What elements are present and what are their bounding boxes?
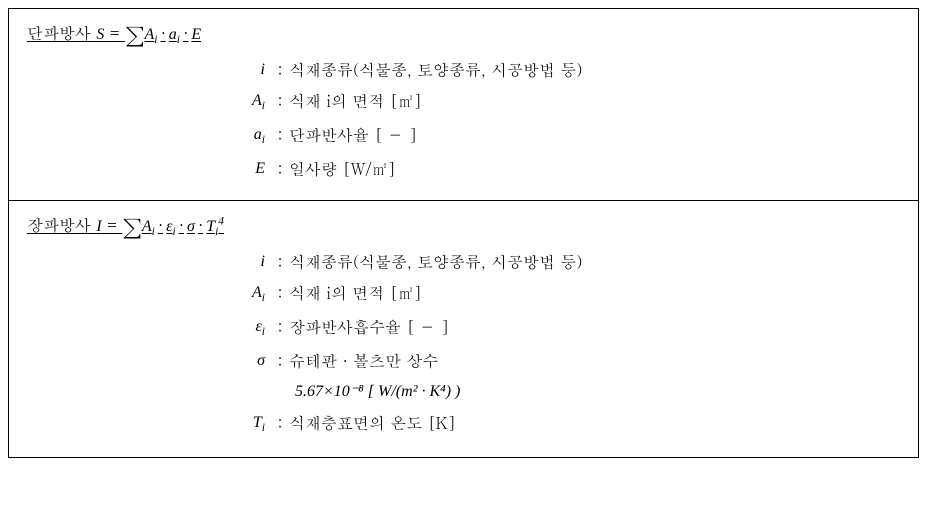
definition-colon: : <box>271 409 289 436</box>
lw-title-prefix: 장파방사 <box>27 213 96 236</box>
lw-eq: = <box>102 213 123 236</box>
lw-T: Ti4 <box>206 218 224 235</box>
definition-description: 장파반사흡수율 [ － ] <box>289 313 900 340</box>
definition-row: E:일사량 [W/㎡] <box>237 155 900 182</box>
sw-title-prefix: 단파방사 <box>27 21 96 44</box>
sw-eq: = <box>104 21 125 44</box>
definition-symbol: Ai <box>237 87 271 117</box>
definition-symbol: Ti <box>237 409 271 439</box>
sw-A: Ai <box>144 26 157 43</box>
sw-E: E <box>191 26 201 43</box>
definition-description: 일사량 [W/㎡] <box>289 155 900 182</box>
definition-colon: : <box>271 87 289 114</box>
definition-description: 식재종류(식물종, 토양종류, 시공방법 등) <box>289 56 900 83</box>
definition-colon: : <box>271 121 289 148</box>
definition-row: σ:슈테판 · 볼츠만 상수 <box>237 347 900 374</box>
definition-row: Ai:식재 i의 면적 [㎡] <box>237 87 900 117</box>
definition-row: i:식재종류(식물종, 토양종류, 시공방법 등) <box>237 248 900 275</box>
dot: · <box>176 213 187 236</box>
definition-symbol: i <box>237 56 271 83</box>
lw-sigma: σ <box>187 218 195 235</box>
definition-extra-row: 5.67×10⁻⁸ [ W/(m² · K⁴) ) <box>237 378 900 405</box>
definition-colon: : <box>271 155 289 182</box>
sigma-symbol: ∑ <box>125 24 145 43</box>
definition-symbol: ai <box>237 121 271 151</box>
table-frame: 단파방사 S = ∑Ai·ai·E i:식재종류(식물종, 토양종류, 시공방법… <box>8 8 919 458</box>
definition-description: 식재층표면의 온도 [K] <box>289 409 900 436</box>
dot: · <box>155 213 166 236</box>
section-shortwave: 단파방사 S = ∑Ai·ai·E i:식재종류(식물종, 토양종류, 시공방법… <box>9 9 918 200</box>
dot: · <box>195 213 206 236</box>
definition-symbol: σ <box>237 347 271 374</box>
sigma-symbol: ∑ <box>122 216 142 235</box>
definition-description: 슈테판 · 볼츠만 상수 <box>289 347 900 374</box>
lw-eps: εi <box>166 218 176 235</box>
definition-colon: : <box>271 56 289 83</box>
definition-colon: : <box>271 347 289 374</box>
definition-row: Ti:식재층표면의 온도 [K] <box>237 409 900 439</box>
dot: · <box>180 21 191 44</box>
definition-symbol: Ai <box>237 279 271 309</box>
definition-description: 식재 i의 면적 [㎡] <box>289 279 900 306</box>
definition-symbol: E <box>237 155 271 182</box>
definition-row: εi:장파반사흡수율 [ － ] <box>237 313 900 343</box>
formula-shortwave: 단파방사 S = ∑Ai·ai·E <box>27 21 900 46</box>
stefan-boltzmann-value: 5.67×10⁻⁸ [ W/(m² · K⁴) ) <box>295 378 460 405</box>
definition-colon: : <box>271 279 289 306</box>
definition-row: Ai:식재 i의 면적 [㎡] <box>237 279 900 309</box>
definition-colon: : <box>271 313 289 340</box>
definition-row: ai:단파반사율 [ － ] <box>237 121 900 151</box>
definition-description: 식재종류(식물종, 토양종류, 시공방법 등) <box>289 248 900 275</box>
definition-description: 단파반사율 [ － ] <box>289 121 900 148</box>
definition-description: 식재 i의 면적 [㎡] <box>289 87 900 114</box>
definition-row: i:식재종류(식물종, 토양종류, 시공방법 등) <box>237 56 900 83</box>
section-longwave: 장파방사 I = ∑Ai·εi·σ·Ti4 i:식재종류(식물종, 토양종류, … <box>9 200 918 457</box>
sw-definitions: i:식재종류(식물종, 토양종류, 시공방법 등)Ai:식재 i의 면적 [㎡]… <box>237 56 900 182</box>
lw-definitions: i:식재종류(식물종, 토양종류, 시공방법 등)Ai:식재 i의 면적 [㎡]… <box>237 248 900 439</box>
sw-a: ai <box>169 26 180 43</box>
definition-symbol: εi <box>237 313 271 343</box>
definition-colon: : <box>271 248 289 275</box>
formula-longwave: 장파방사 I = ∑Ai·εi·σ·Ti4 <box>27 213 900 238</box>
lw-A: Ai <box>142 218 155 235</box>
dot: · <box>157 21 168 44</box>
definition-symbol: i <box>237 248 271 275</box>
